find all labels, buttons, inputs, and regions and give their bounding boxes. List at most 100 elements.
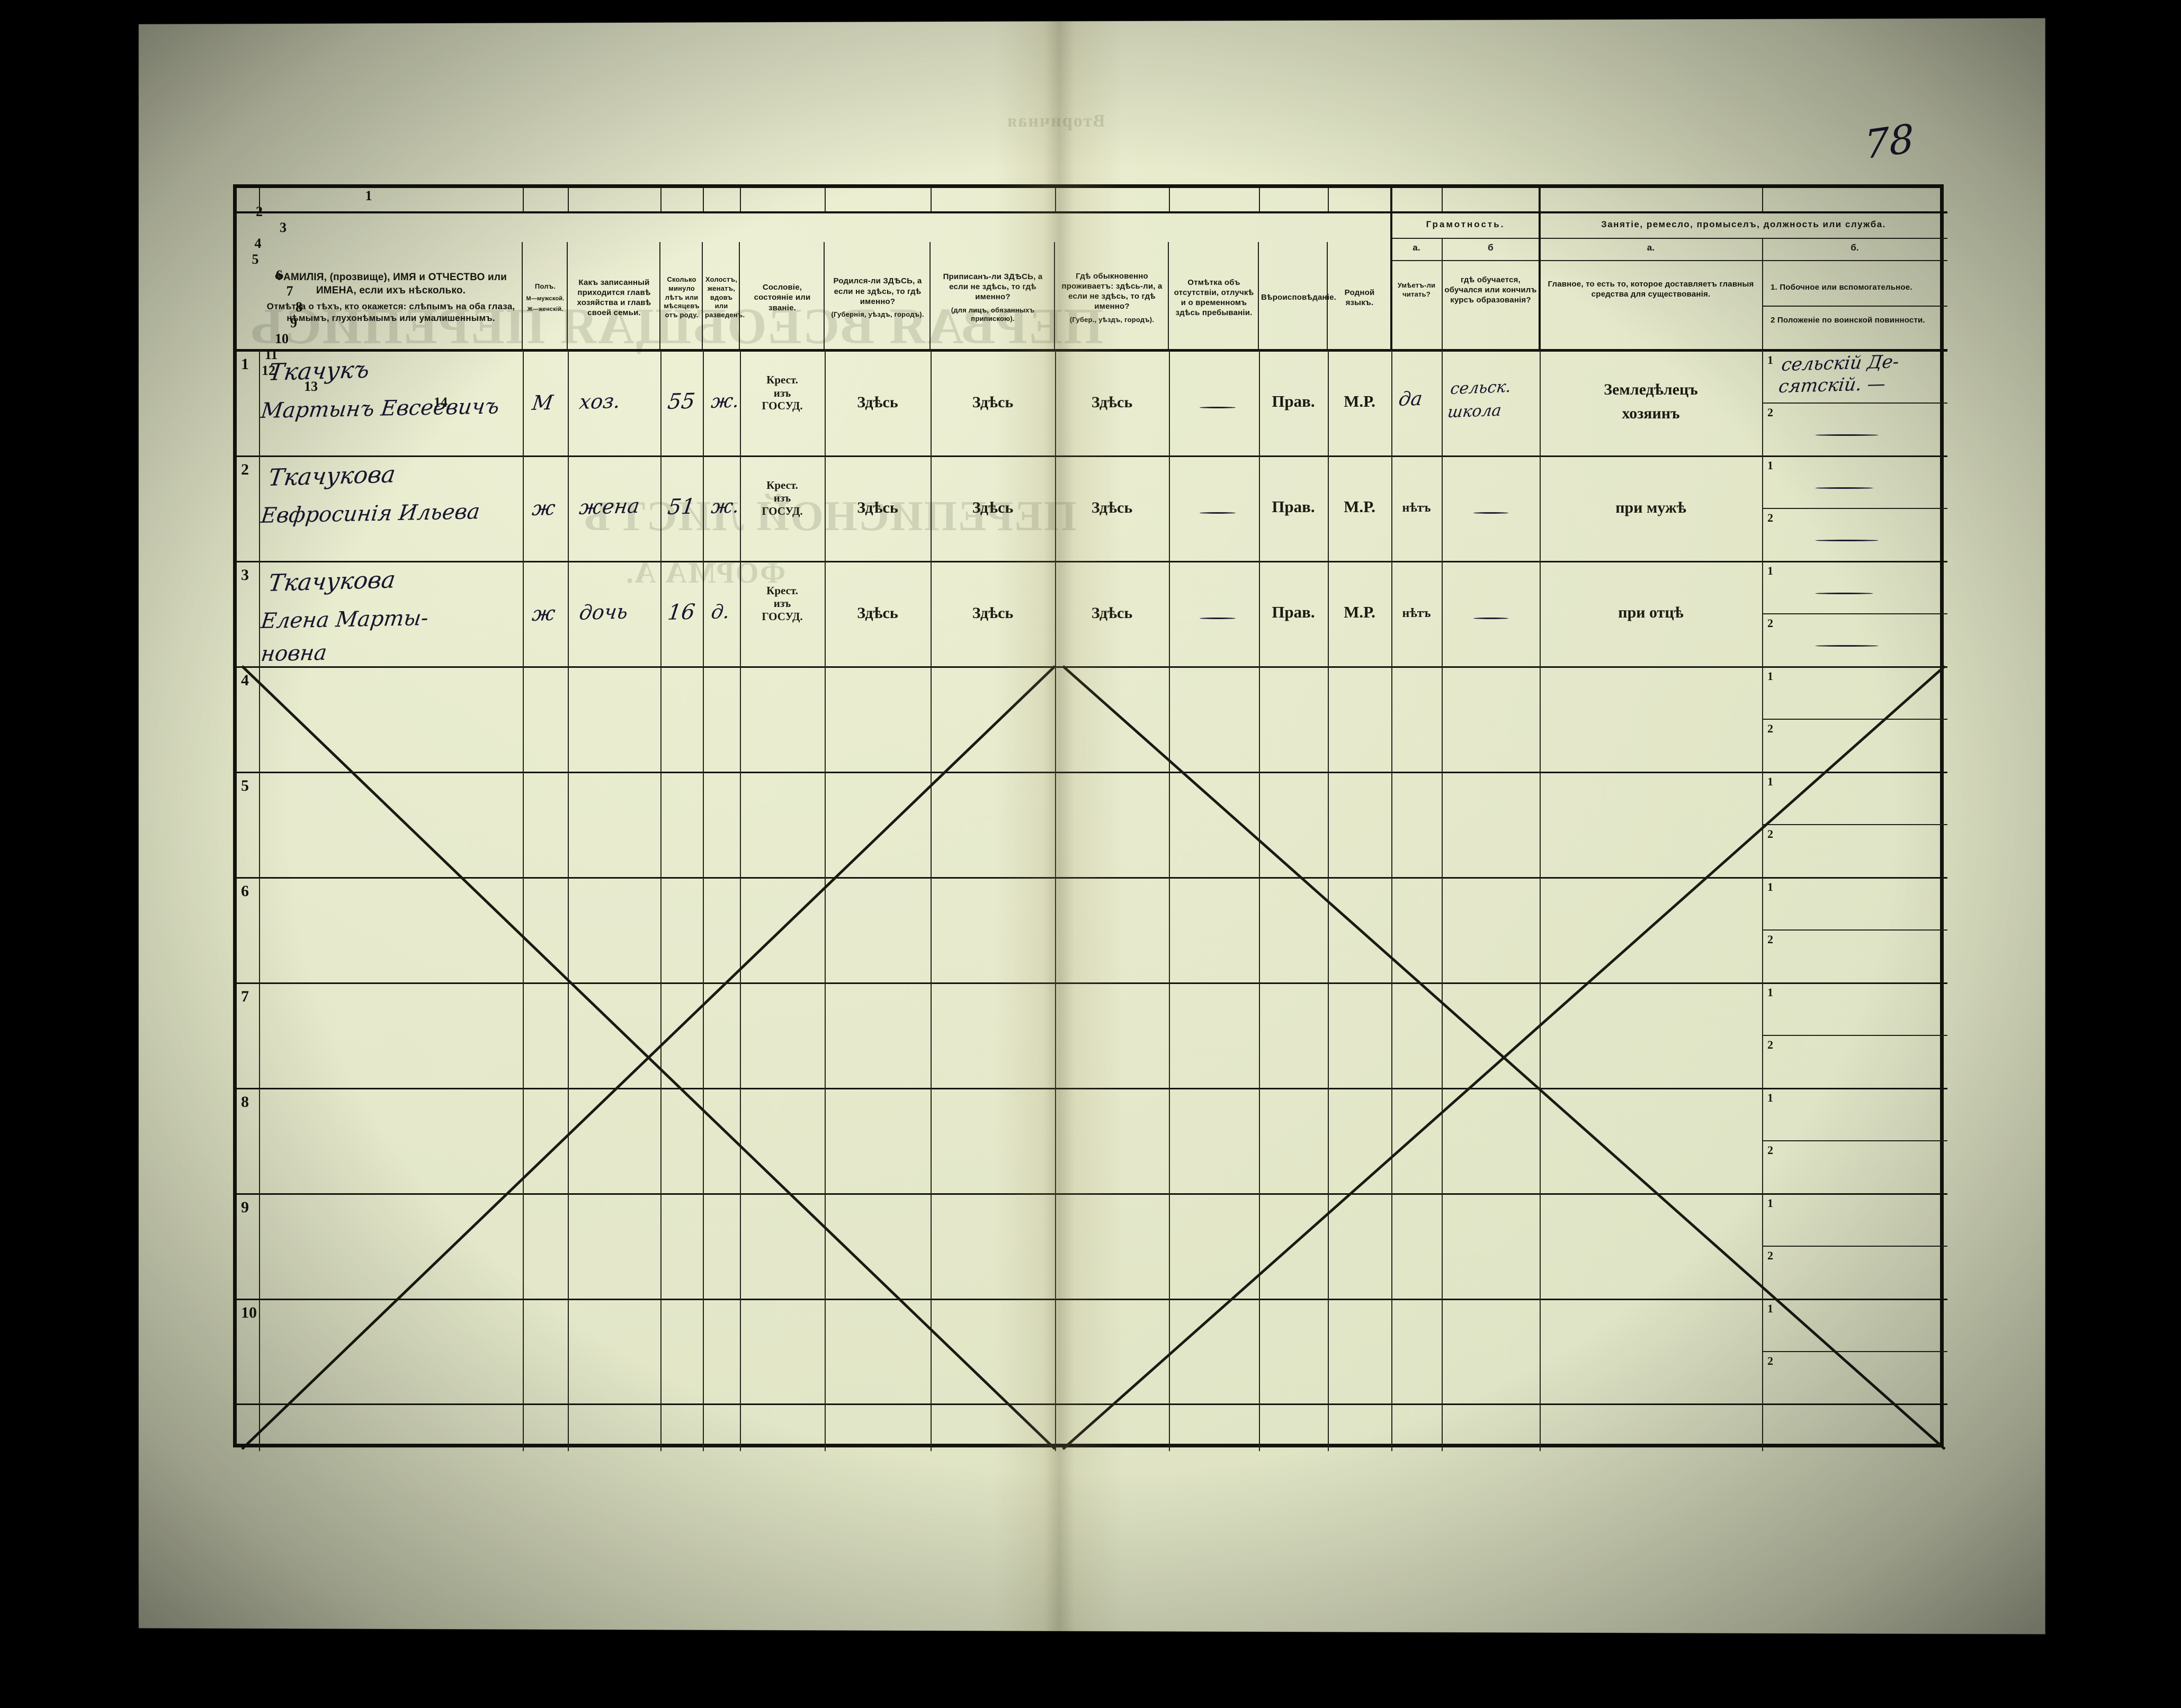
- occupation-sub-label-2: 2: [1767, 1249, 1773, 1263]
- row-number-5: 5: [241, 776, 249, 794]
- cell-divider: [1442, 560, 1443, 666]
- cell-divider: [1540, 1193, 1541, 1299]
- row-separator: [237, 455, 1947, 457]
- cell-divider: [1055, 1298, 1056, 1404]
- header-text-14b-2: 2 Положеніе по воинской повинности.: [1771, 316, 1925, 325]
- header-sub2-2: Ж—женскій.: [527, 306, 564, 312]
- row-number-3: 3: [241, 566, 249, 584]
- cell-military-dash: [1815, 645, 1879, 647]
- cell-age: 55: [666, 389, 696, 415]
- colnum-divider: [1540, 188, 1541, 211]
- cell-divider: [1328, 877, 1329, 982]
- cell-divider: [1328, 1298, 1329, 1404]
- header-title-3: Какъ записанный приходится главѣ хозяйст…: [577, 278, 651, 318]
- cell-divider: [1442, 350, 1443, 455]
- header-text-11: Вѣроисповѣданіе.: [1261, 247, 1336, 348]
- row-separator: [237, 560, 1947, 562]
- cell-divider: [568, 771, 569, 877]
- cell-divider: [1328, 1193, 1329, 1299]
- cell-divider: [1169, 1087, 1170, 1193]
- header-text-13a: Умѣетъ-ли читать?: [1397, 281, 1436, 298]
- cell-divider: [259, 1087, 260, 1193]
- cell-divider: [660, 560, 662, 666]
- cell-divider: [1328, 982, 1329, 1088]
- occupation-sub-label-2: 2: [1767, 511, 1773, 525]
- cell-age: 16: [666, 600, 696, 625]
- occupation-sub-label-1: 1: [1767, 353, 1773, 366]
- colnum-divider: [259, 188, 260, 211]
- occupation-sub-divider: [1762, 1035, 1947, 1036]
- cell-divider: [1055, 1193, 1056, 1299]
- cell-divider: [523, 877, 524, 982]
- cell-divider: [931, 982, 932, 1088]
- cell-marital: ж.: [710, 390, 741, 413]
- cell-language: М.Р.: [1344, 497, 1375, 516]
- cell-surname: Ткачукова: [266, 566, 397, 597]
- cell-divider: [740, 771, 741, 877]
- cell-language: М.Р.: [1344, 603, 1375, 622]
- cell-divider: [1169, 350, 1170, 455]
- header-title-14: Занятіе, ремесло, промыселъ, должность и…: [1601, 219, 1886, 229]
- cell-divider: [568, 1087, 569, 1193]
- cell-divider: [931, 877, 932, 982]
- header-text-8: Приписанъ-ли ЗДѢСЬ, а если не здѣсь, то …: [933, 247, 1053, 348]
- cell-marital: ж.: [710, 495, 741, 518]
- cell-residence: Здѣсь: [1091, 604, 1133, 622]
- occupation-sub-label-1: 1: [1767, 985, 1773, 999]
- cell-relation: хоз.: [578, 389, 622, 414]
- cell-residence: Здѣсь: [1091, 499, 1133, 517]
- cell-divider: [259, 1193, 260, 1299]
- cell-divider: [1442, 1298, 1443, 1404]
- header-divider-14: [1540, 238, 1947, 239]
- occupation-sub-label-1: 1: [1767, 564, 1773, 577]
- cell-divider: [568, 455, 569, 561]
- cell-registration: Здѣсь: [972, 499, 1014, 517]
- cell-occupation-side: сельскій Де-сятскій. —: [1777, 351, 1900, 398]
- cell-divider: [703, 560, 704, 666]
- cell-occupation-side-dash: [1815, 487, 1873, 489]
- cell-divider: [740, 877, 741, 982]
- cell-marital: д.: [710, 601, 731, 624]
- cell-divider: [1442, 666, 1443, 772]
- cell-divider: [703, 982, 704, 1088]
- colnum-divider: [1055, 188, 1056, 211]
- colnum-divider: [1442, 188, 1443, 211]
- cell-relation: жена: [578, 494, 641, 520]
- cell-occupation-main: при отцѣ: [1618, 604, 1684, 622]
- header-sub-1: Отмѣтка о тѣхъ, кто окажется: слѣпымъ на…: [266, 301, 515, 323]
- cell-divider: [259, 982, 260, 1088]
- header-vline-14-group: [1539, 188, 1541, 350]
- header-sub-7: (Губернія, уѣздъ, городъ).: [831, 310, 924, 318]
- cell-divider: [259, 455, 260, 561]
- row-separator: [237, 877, 1947, 879]
- cell-divider: [1055, 877, 1056, 982]
- cell-divider: [1328, 1087, 1329, 1193]
- header-title-7: Родился-ли ЗДѢСЬ, а если не здѣсь, то гд…: [833, 276, 922, 306]
- cell-divider: [1540, 1087, 1541, 1193]
- cell-divider: [1391, 1403, 1392, 1451]
- cell-divider: [1540, 1403, 1541, 1451]
- colnum-divider: [825, 188, 826, 211]
- cell-estate: Крест. изъ ГОСУД.: [762, 584, 803, 623]
- cell-divider: [660, 1298, 662, 1404]
- cell-absence-dash: [1200, 618, 1236, 620]
- occupation-sub-divider: [1762, 508, 1947, 509]
- cell-literacy-read: нѣтъ: [1402, 501, 1431, 515]
- header-text-2: Полъ. М—мужской. Ж—женскій.: [525, 247, 566, 348]
- row-separator: [237, 1193, 1947, 1195]
- row-number-7: 7: [241, 987, 249, 1005]
- cell-divider: [703, 1193, 704, 1299]
- cell-divider: [825, 877, 826, 982]
- header-title-13: Грамотность.: [1426, 219, 1505, 229]
- row-number-4: 4: [241, 671, 249, 689]
- cell-divider: [703, 1403, 704, 1451]
- header-title-12: Родной языкъ.: [1344, 288, 1375, 307]
- cell-literacy-school-dash: [1473, 618, 1508, 620]
- cell-divider: [703, 771, 704, 877]
- cell-divider: [1169, 1193, 1170, 1299]
- cell-literacy-school: сельск. школа: [1446, 377, 1513, 422]
- row-separator: [237, 982, 1947, 984]
- header-sub-label-14a: а.: [1647, 243, 1655, 253]
- occupation-sub-divider: [1762, 824, 1947, 826]
- cell-divider: [568, 982, 569, 1088]
